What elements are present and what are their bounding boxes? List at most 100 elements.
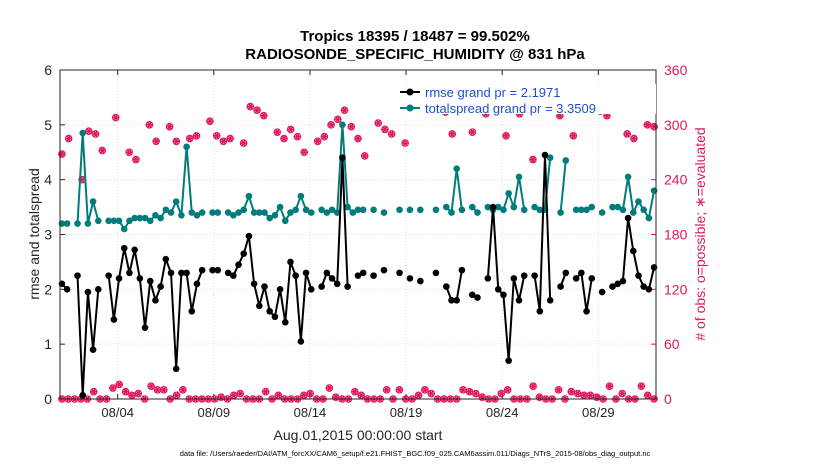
rmse-point [281, 318, 289, 326]
obs-evaluated-point [287, 125, 295, 133]
rmse-point [630, 247, 637, 255]
totalspread-point [250, 209, 258, 216]
rmse-point [198, 266, 206, 274]
rmse-point [214, 266, 222, 274]
obs-evaluated-point [357, 391, 365, 399]
totalspread-point [167, 209, 175, 216]
totalspread-point [245, 192, 253, 200]
rmse-point [178, 269, 185, 277]
obs-evaluated-point [172, 391, 181, 399]
rmse-point [276, 286, 284, 293]
totalspread-point [302, 206, 310, 214]
obs-evaluated-point [160, 386, 168, 394]
rmse-point [224, 269, 232, 277]
obs-evaluated-point [361, 152, 369, 160]
rmse-point [609, 283, 616, 290]
totalspread-point [178, 212, 185, 219]
totalspread-point [520, 206, 528, 214]
totalspread-point [562, 157, 570, 164]
obs-evaluated-point [574, 389, 582, 398]
totalspread-point [230, 212, 237, 219]
totalspread-point [505, 190, 512, 197]
obs-evaluated-point [325, 384, 333, 392]
totalspread-point [287, 209, 294, 216]
rmse-point [489, 203, 497, 211]
obs-evaluated-point [115, 380, 123, 388]
obs-evaluated-point [109, 384, 117, 392]
obs-evaluated-point [414, 391, 423, 399]
totalspread-point [110, 217, 118, 225]
rmse-point [468, 291, 476, 299]
totalspread-point [609, 203, 616, 211]
obs-evaluated-point [253, 106, 261, 114]
obs-evaluated-point [300, 148, 308, 156]
obs-evaluated-point [98, 146, 106, 154]
rmse-point [344, 283, 351, 290]
totalspread-point [188, 209, 196, 216]
totalspread-point [339, 121, 346, 129]
obs-evaluated-point [618, 389, 626, 398]
rmse-point [297, 338, 305, 345]
totalspread-point [126, 217, 133, 225]
totalspread-point [318, 206, 325, 214]
totalspread-point [448, 209, 455, 216]
obs-evaluated-point [91, 130, 100, 138]
rmse-point [448, 297, 455, 304]
rmse-point [84, 288, 92, 296]
totalspread-point [209, 209, 216, 216]
rmse-point [235, 261, 242, 268]
rmse-point [484, 275, 492, 282]
totalspread-point [74, 220, 81, 227]
totalspread-point [266, 214, 273, 222]
totalspread-point [614, 203, 622, 211]
legend-rmse-label: rmse grand pr = 2.1971 [425, 85, 561, 100]
totalspread-point [162, 206, 170, 214]
rmse-point [323, 269, 331, 277]
totalspread-point [79, 129, 86, 137]
y-tick-label-left: 1 [44, 336, 52, 352]
obs-evaluated-point [623, 130, 631, 138]
obs-evaluated-point [637, 382, 645, 390]
totalspread-point [349, 209, 357, 216]
obs-evaluated-point [246, 103, 254, 111]
totalspread-point [406, 206, 414, 214]
rmse-point [406, 275, 414, 282]
rmse-point [572, 275, 580, 282]
rmse-point [458, 266, 466, 274]
rmse-point [302, 269, 310, 277]
obs-evaluated-point [274, 391, 283, 399]
totalspread-point [640, 206, 647, 214]
x-tick-label: 08/04 [101, 405, 134, 420]
obs-evaluated-point [465, 388, 474, 396]
x-tick-label: 08/24 [486, 405, 519, 420]
totalspread-line [445, 168, 463, 215]
obs-evaluated-point [401, 139, 409, 147]
rmse-point [318, 283, 325, 290]
totalspread-point [292, 206, 299, 214]
totalspread-point [183, 143, 190, 151]
totalspread-point [235, 209, 242, 216]
totalspread-point [432, 206, 440, 214]
rmse-point [354, 272, 362, 279]
totalspread-point [484, 203, 492, 211]
x-tick-label: 08/19 [390, 405, 423, 420]
rmse-point [89, 346, 97, 353]
rmse-point [494, 286, 502, 293]
y-tick-label-left: 6 [44, 62, 52, 78]
rmse-point [417, 277, 424, 285]
obs-evaluated-point [472, 389, 480, 398]
totalspread-point [115, 217, 123, 225]
rmse-point [624, 214, 632, 222]
legend-spread-marker [406, 104, 414, 112]
rmse-point [266, 307, 273, 315]
rmse-point [536, 307, 544, 315]
obs-evaluated-point [262, 388, 270, 396]
totalspread-point [333, 209, 341, 216]
y-tick-label-right: 180 [664, 227, 688, 243]
rmse-point [188, 307, 196, 315]
rmse-point [614, 280, 622, 288]
rmse-point [432, 269, 440, 277]
y-tick-label-right: 0 [664, 391, 672, 407]
legend-box [400, 84, 656, 114]
